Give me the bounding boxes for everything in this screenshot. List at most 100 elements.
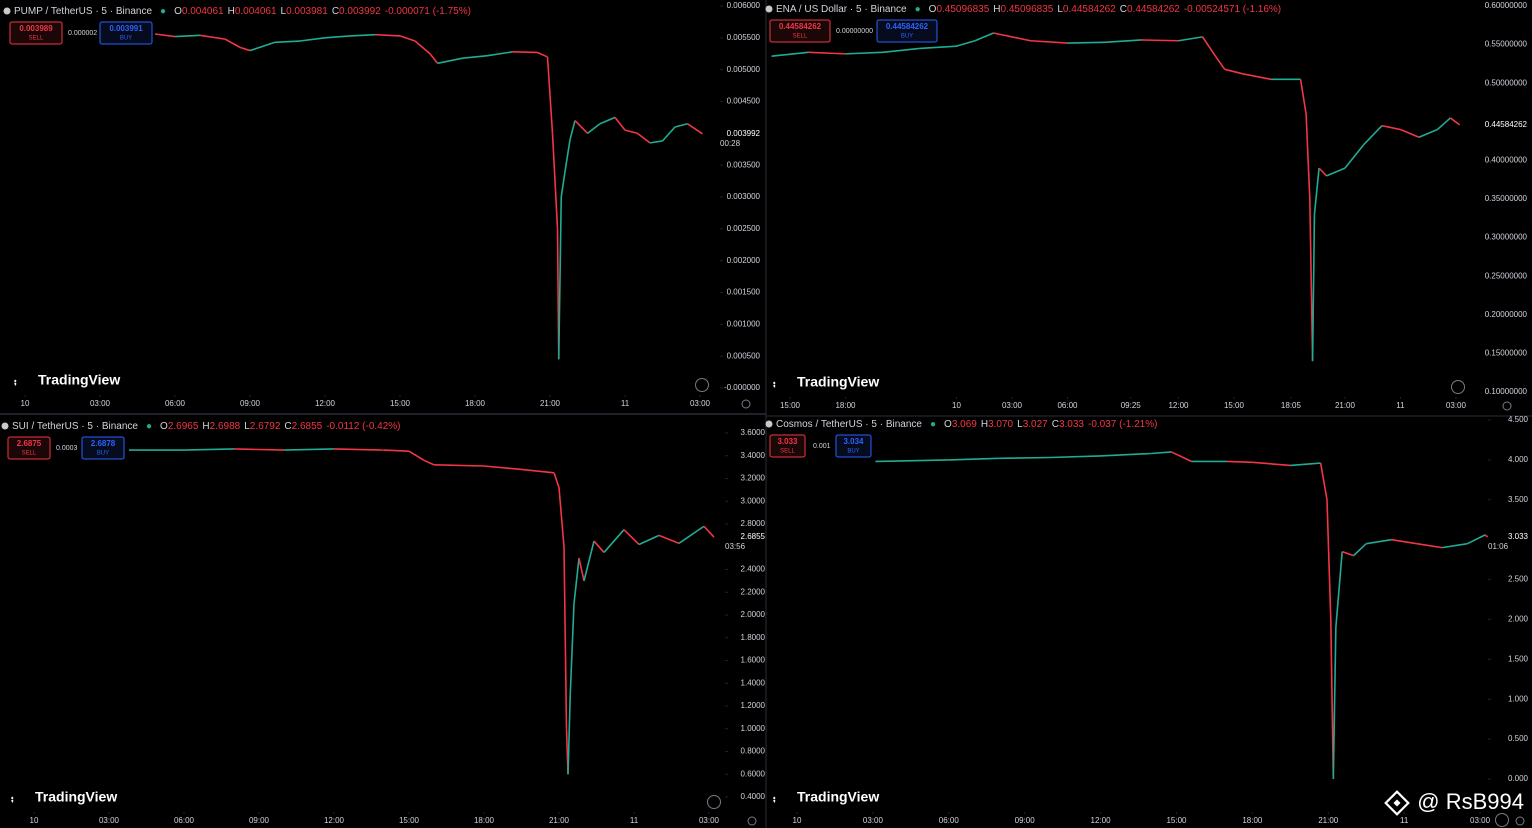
price-segment xyxy=(1341,550,1354,557)
replay-button[interactable] xyxy=(695,378,709,392)
symbol-title: ENA / US Dollar · 5 · Binance xyxy=(776,4,907,15)
price-segment xyxy=(399,35,416,42)
y-tick-label: 2.2000 xyxy=(741,587,766,596)
ohlc-value: 0.44584262 xyxy=(1127,4,1180,15)
replay-button[interactable] xyxy=(1495,813,1509,827)
status-dot: ● xyxy=(146,421,152,432)
ohlc-label: O xyxy=(944,419,952,430)
x-tick-label: 09:25 xyxy=(1121,401,1142,410)
symbol-title: SUI / TetherUS · 5 · Binance xyxy=(12,421,138,432)
replay-button[interactable] xyxy=(707,795,721,809)
ohlc-label: L xyxy=(1057,4,1063,15)
price-segment xyxy=(1067,41,1105,44)
price-segment xyxy=(483,465,522,471)
price-segment xyxy=(1030,39,1068,44)
price-segment xyxy=(1329,619,1335,780)
status-dot: ● xyxy=(930,419,936,430)
price-segment xyxy=(551,133,559,229)
price-segment xyxy=(574,120,589,134)
y-tick-label: 3.4000 xyxy=(741,451,766,460)
x-tick-label: 21:00 xyxy=(549,816,570,825)
price-segment xyxy=(558,487,565,547)
y-tick-label: 0.004500 xyxy=(727,97,761,106)
ohlc-value: 2.6965 xyxy=(168,421,199,432)
ohlc-value: 0.004061 xyxy=(182,6,224,17)
y-tick-label: 0.10000000 xyxy=(1485,387,1528,396)
price-segment xyxy=(882,47,920,54)
spread: 0.001 xyxy=(813,443,831,450)
price-segment xyxy=(658,534,680,545)
price-segment xyxy=(1252,461,1291,467)
price-segment xyxy=(1319,462,1328,500)
x-tick-label: 21:00 xyxy=(1318,816,1339,825)
chart-header: ENA / US Dollar · 5 · Binance ● O0.4509683… xyxy=(776,4,1281,15)
price-segment xyxy=(1335,551,1343,628)
replay-button[interactable] xyxy=(1451,380,1465,394)
price-segment xyxy=(1344,144,1365,169)
tradingview-logo: TradingView xyxy=(35,789,117,805)
price-segment xyxy=(1353,543,1367,557)
price-segment xyxy=(564,139,571,172)
x-tick-label: 03:00 xyxy=(1002,401,1023,410)
sell-button[interactable] xyxy=(769,19,831,43)
buy-price: 3.034 xyxy=(843,437,864,446)
y-tick-label: 2.4000 xyxy=(741,565,766,574)
price-segment xyxy=(771,51,809,57)
price-segment xyxy=(875,459,949,463)
ohlc-label: O xyxy=(174,6,182,17)
buy-label: BUY xyxy=(847,449,859,455)
ohlc-value: 0.004061 xyxy=(235,6,277,17)
y-tick-label: 0.000500 xyxy=(727,351,761,360)
price-segment xyxy=(462,54,488,60)
price-segment xyxy=(553,472,560,488)
buy-price: 0.003991 xyxy=(109,24,143,33)
sell-button[interactable] xyxy=(7,436,51,460)
y-tick-label: 0.15000000 xyxy=(1485,349,1528,358)
price-segment xyxy=(521,468,555,474)
price-segment xyxy=(549,95,554,134)
settings-button[interactable] xyxy=(747,816,757,826)
price-segment xyxy=(1214,55,1226,70)
settings-button[interactable] xyxy=(1502,401,1512,411)
price-segment xyxy=(808,51,846,55)
price-segment xyxy=(637,132,651,144)
x-tick-label: 12:00 xyxy=(1091,816,1112,825)
price-segment xyxy=(233,448,285,451)
sell-price: 0.44584262 xyxy=(779,22,822,31)
x-tick-label: 09:00 xyxy=(240,399,261,408)
y-tick-label: 0.002500 xyxy=(727,224,761,233)
ohlc-label: C xyxy=(284,421,291,432)
sell-button[interactable] xyxy=(769,434,806,458)
x-tick-label: 15:00 xyxy=(1224,401,1245,410)
x-tick-label: 15:00 xyxy=(1166,816,1187,825)
price-segment xyxy=(649,140,663,144)
x-tick-label: 06:00 xyxy=(165,399,186,408)
price-segment xyxy=(1332,627,1337,780)
price-segment xyxy=(408,450,425,461)
price-segment xyxy=(1318,167,1328,177)
y-tick-label: 0.500 xyxy=(1508,734,1529,743)
price-segment xyxy=(674,123,688,128)
price-segment xyxy=(537,51,548,58)
price-segment xyxy=(1178,36,1203,42)
price-segment xyxy=(1362,125,1383,146)
buy-button[interactable] xyxy=(876,19,938,43)
price-segment xyxy=(487,51,513,57)
price-segment xyxy=(1436,117,1451,131)
price-segment xyxy=(274,40,301,44)
x-tick-label: 10 xyxy=(793,816,802,825)
settings-button[interactable] xyxy=(741,399,751,409)
buy-button[interactable] xyxy=(835,434,872,458)
buy-button[interactable] xyxy=(81,436,125,460)
price-segment xyxy=(183,448,235,451)
buy-button[interactable] xyxy=(99,21,153,45)
y-tick-label: 0.006000 xyxy=(727,1,761,10)
price-segment xyxy=(587,123,601,134)
price-segment xyxy=(623,529,640,546)
sell-button[interactable] xyxy=(9,21,63,45)
settings-button[interactable] xyxy=(1515,816,1525,826)
x-tick-label: 15:00 xyxy=(780,401,801,410)
price-segment xyxy=(437,57,463,65)
y-tick-label: 3.0000 xyxy=(741,496,766,505)
